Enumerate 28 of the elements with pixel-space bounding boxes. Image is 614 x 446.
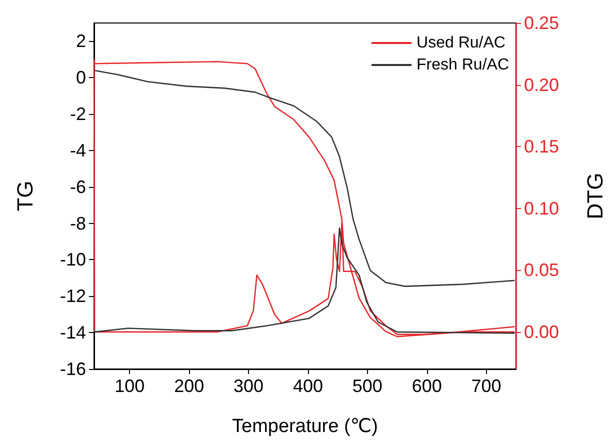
y2-axis-title: DTG xyxy=(582,172,608,220)
x-axis-title: Temperature (℃) xyxy=(232,416,378,437)
y-tick-label: -16 xyxy=(60,359,86,379)
y-tick-label: -10 xyxy=(60,250,86,270)
y2-tick-label: 0.10 xyxy=(524,198,560,218)
legend-label: Fresh Ru/AC xyxy=(416,56,509,74)
x-tick-label: 500 xyxy=(352,376,382,396)
y-tick-label: -8 xyxy=(70,213,86,234)
y2-tick-label: 0.25 xyxy=(524,13,560,33)
y2-tick-label: 0.05 xyxy=(524,260,560,280)
y2-tick-label: 0.15 xyxy=(524,136,560,157)
y2-tick-label: 0.00 xyxy=(524,322,560,342)
y-tick-label: -14 xyxy=(60,322,86,343)
x-tick-label: 300 xyxy=(234,376,264,396)
x-tick-label: 600 xyxy=(412,376,442,396)
y-tick-label: -4 xyxy=(70,140,86,160)
x-tick-label: 100 xyxy=(114,376,145,396)
y2-tick-label: 0.20 xyxy=(524,74,560,95)
y-tick-label: -6 xyxy=(70,176,86,197)
legend-label: Used Ru/AC xyxy=(416,34,506,52)
x-tick-label: 400 xyxy=(292,376,323,396)
y-tick-label: -12 xyxy=(60,286,86,306)
x-tick-label: 700 xyxy=(471,376,502,396)
y-axis-title: TG xyxy=(12,180,38,212)
x-tick-label: 200 xyxy=(174,376,204,396)
y-tick-label: 2 xyxy=(76,31,86,52)
y-tick-label: -2 xyxy=(70,104,86,124)
y-tick-label: 0 xyxy=(76,68,86,88)
